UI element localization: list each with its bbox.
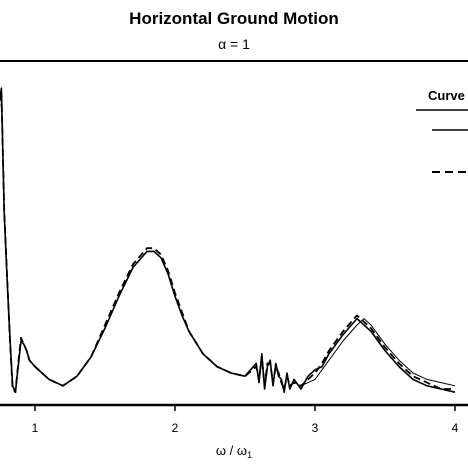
x-axis-label: ω / ω1: [216, 443, 252, 460]
x-tick-label: 2: [172, 421, 179, 435]
series-layer: [0, 87, 456, 394]
series-line-2: [0, 90, 455, 394]
x-tick-label: 1: [32, 421, 39, 435]
plot-area: [0, 60, 468, 407]
x-tick-label: 3: [312, 421, 319, 435]
chart-subtitle: α = 1: [218, 36, 250, 52]
series-line-3: [300, 318, 456, 387]
legend-title: Curve: [428, 88, 465, 103]
chart-title: Horizontal Ground Motion: [129, 9, 339, 28]
legend: Curve: [414, 82, 468, 190]
x-ticks: 1 2 3 4: [32, 405, 459, 435]
x-tick-label: 4: [452, 421, 459, 435]
